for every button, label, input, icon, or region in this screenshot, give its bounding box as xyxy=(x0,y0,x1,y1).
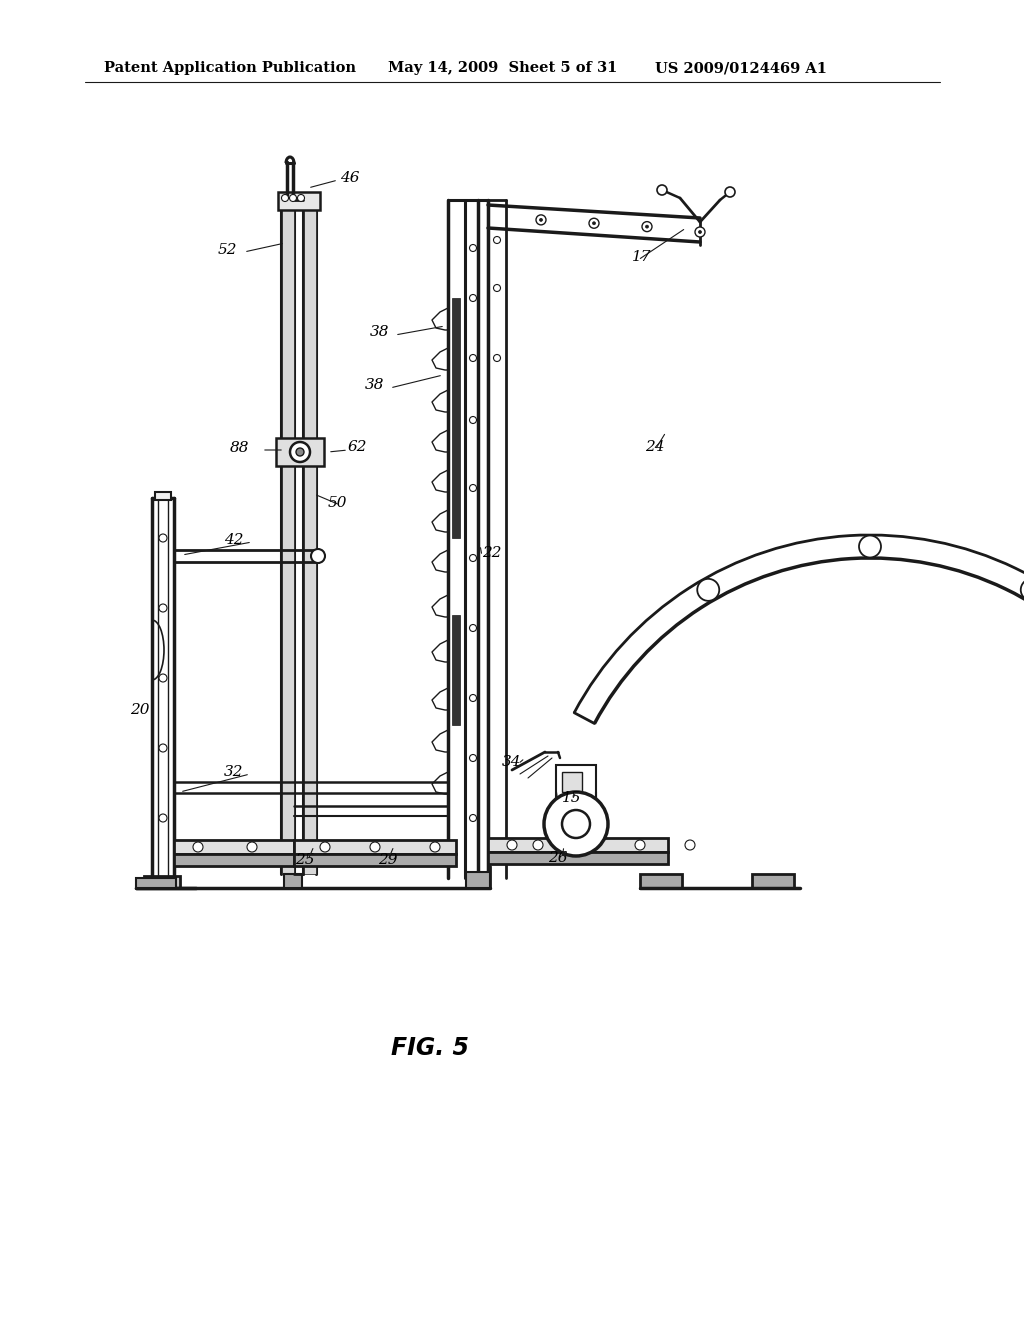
Circle shape xyxy=(642,222,652,231)
Circle shape xyxy=(298,194,304,202)
Circle shape xyxy=(697,579,719,601)
Circle shape xyxy=(534,840,543,850)
Circle shape xyxy=(159,535,167,543)
Text: 17: 17 xyxy=(632,249,651,264)
Circle shape xyxy=(193,842,203,851)
Text: 50: 50 xyxy=(328,496,347,510)
Bar xyxy=(174,840,294,854)
Bar xyxy=(452,298,460,539)
Bar xyxy=(562,772,582,792)
Circle shape xyxy=(430,842,440,851)
Text: US 2009/0124469 A1: US 2009/0124469 A1 xyxy=(655,61,827,75)
Bar xyxy=(276,438,324,466)
Circle shape xyxy=(685,840,695,850)
Text: 29: 29 xyxy=(378,853,397,867)
Text: 46: 46 xyxy=(340,172,359,185)
Circle shape xyxy=(536,215,546,224)
Bar xyxy=(452,615,460,725)
Bar xyxy=(144,876,180,888)
Circle shape xyxy=(469,624,476,631)
Circle shape xyxy=(159,814,167,822)
Bar xyxy=(640,874,682,888)
Circle shape xyxy=(159,675,167,682)
Text: 15: 15 xyxy=(562,791,582,805)
Bar xyxy=(174,854,294,866)
Bar xyxy=(284,874,302,888)
Bar xyxy=(488,838,668,851)
Bar xyxy=(304,201,316,874)
Text: 34: 34 xyxy=(502,755,521,770)
Circle shape xyxy=(159,744,167,752)
Circle shape xyxy=(247,842,257,851)
Circle shape xyxy=(469,554,476,561)
Bar xyxy=(752,874,794,888)
Bar xyxy=(155,492,171,500)
Circle shape xyxy=(562,810,590,838)
Text: 88: 88 xyxy=(230,441,250,455)
Circle shape xyxy=(695,227,705,238)
Circle shape xyxy=(494,355,501,362)
Circle shape xyxy=(507,840,517,850)
Bar xyxy=(294,854,456,866)
Bar xyxy=(278,191,319,210)
Bar xyxy=(556,766,596,822)
Text: 62: 62 xyxy=(348,440,368,454)
Text: 20: 20 xyxy=(130,704,150,717)
Circle shape xyxy=(290,442,310,462)
Circle shape xyxy=(494,285,501,292)
Circle shape xyxy=(282,194,289,202)
Text: 25: 25 xyxy=(295,853,314,867)
Text: 22: 22 xyxy=(482,546,502,560)
Circle shape xyxy=(296,447,304,455)
Text: FIG. 5: FIG. 5 xyxy=(391,1036,469,1060)
Bar xyxy=(136,878,176,888)
Circle shape xyxy=(593,222,596,224)
Circle shape xyxy=(469,484,476,491)
Text: 32: 32 xyxy=(224,766,244,779)
Text: 42: 42 xyxy=(224,533,244,546)
Circle shape xyxy=(544,792,608,855)
Circle shape xyxy=(319,842,330,851)
Circle shape xyxy=(698,231,701,234)
Circle shape xyxy=(469,814,476,821)
Circle shape xyxy=(469,294,476,301)
Circle shape xyxy=(589,218,599,228)
Text: 38: 38 xyxy=(370,325,389,339)
Circle shape xyxy=(469,694,476,701)
Text: Patent Application Publication: Patent Application Publication xyxy=(104,61,356,75)
Circle shape xyxy=(645,226,648,228)
Text: May 14, 2009  Sheet 5 of 31: May 14, 2009 Sheet 5 of 31 xyxy=(388,61,617,75)
Circle shape xyxy=(159,605,167,612)
Circle shape xyxy=(469,355,476,362)
Circle shape xyxy=(1021,579,1024,601)
Text: 38: 38 xyxy=(365,378,384,392)
Circle shape xyxy=(469,244,476,252)
Circle shape xyxy=(469,417,476,424)
Text: 24: 24 xyxy=(645,440,665,454)
Bar xyxy=(294,840,456,854)
Circle shape xyxy=(540,218,543,222)
Circle shape xyxy=(635,840,645,850)
Bar xyxy=(488,851,668,865)
Circle shape xyxy=(494,236,501,243)
Bar xyxy=(466,873,490,888)
Circle shape xyxy=(311,549,325,564)
Text: 52: 52 xyxy=(218,243,238,257)
Circle shape xyxy=(469,755,476,762)
Circle shape xyxy=(859,536,881,557)
Circle shape xyxy=(725,187,735,197)
Text: 26: 26 xyxy=(548,851,567,865)
Circle shape xyxy=(657,185,667,195)
Circle shape xyxy=(290,194,297,202)
Bar xyxy=(282,201,294,874)
Circle shape xyxy=(370,842,380,851)
